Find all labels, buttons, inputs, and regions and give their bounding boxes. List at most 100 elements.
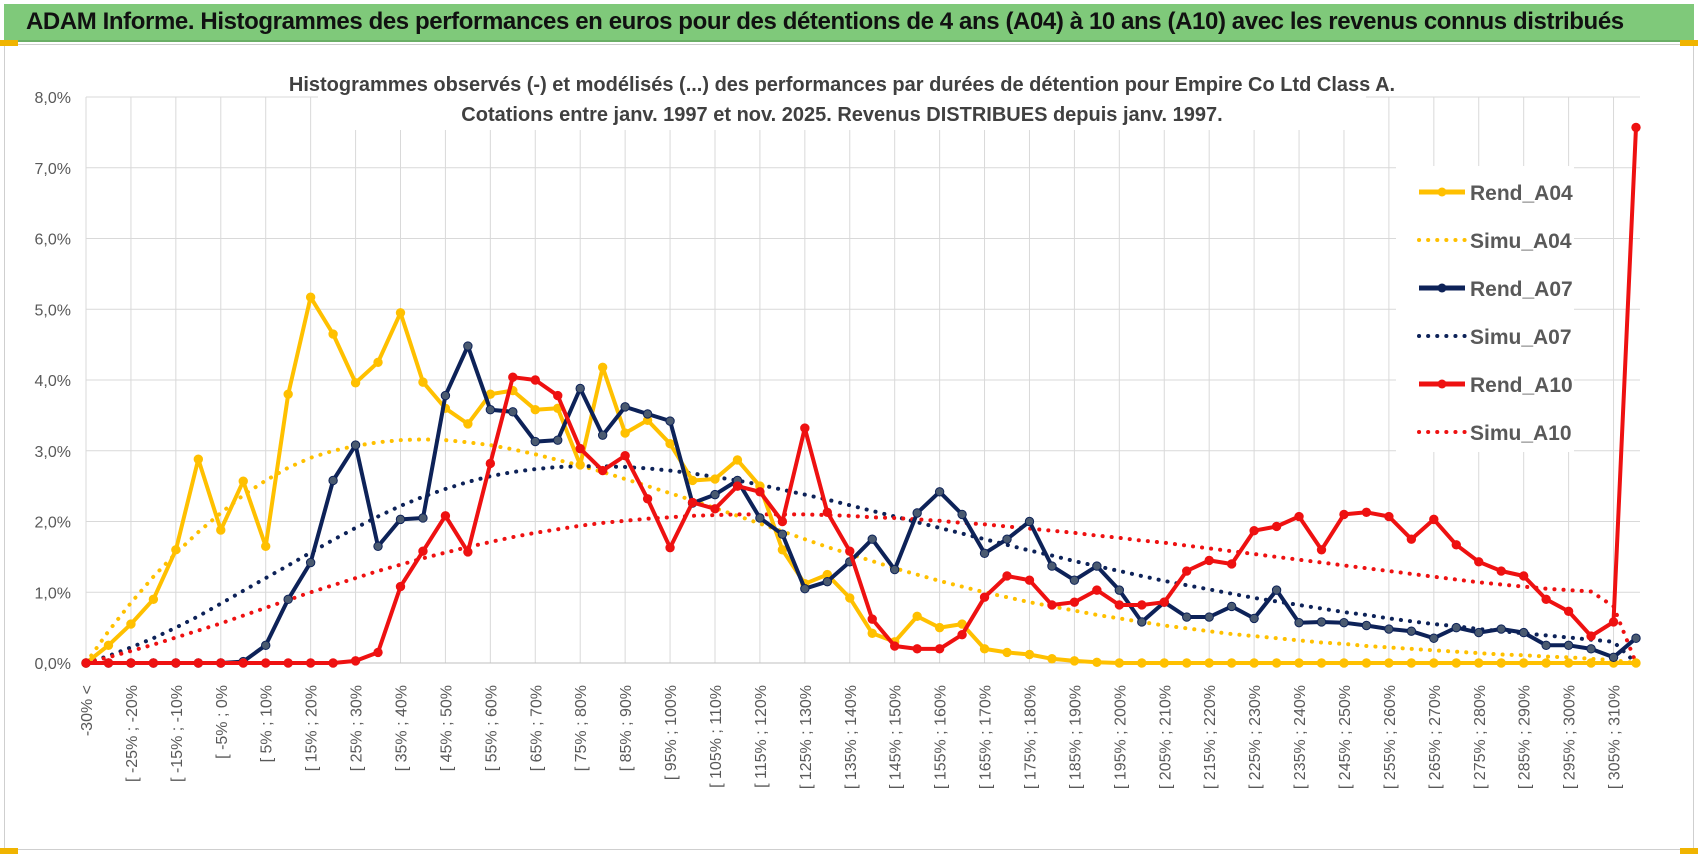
point-rend-a07 [305,557,316,568]
point-rend-a07 [597,430,608,440]
point-rend-a04 [1069,656,1080,666]
x-tick-label: [ 195% ; 200% [1112,685,1129,789]
point-rend-a10 [1429,514,1439,525]
x-tick-label: [ 25% ; 30% [349,685,366,771]
point-rend-a10 [328,658,338,668]
point-rend-a10 [1092,585,1102,595]
x-tick-label: [ 275% ; 280% [1472,685,1489,789]
x-tick-label: [ -5% ; 0% [214,685,231,759]
point-rend-a07 [485,405,496,415]
point-rend-a04 [216,525,226,535]
x-tick-label: [ 205% ; 210% [1157,685,1174,789]
x-tick-label: [ 185% ; 190% [1067,685,1084,789]
point-rend-a07 [261,640,271,651]
point-rend-a10 [1316,545,1327,555]
point-rend-a10 [1182,566,1192,576]
point-rend-a07 [665,416,675,426]
series-line-rend-a10 [86,127,1638,665]
y-tick-label: 0,0% [35,656,71,673]
point-rend-a04 [1271,658,1282,668]
point-rend-a07 [1586,644,1596,654]
point-rend-a04 [777,545,788,555]
point-rend-a10 [81,658,91,668]
point-rend-a04 [1384,658,1394,668]
x-tick-label: [ 285% ; 290% [1517,685,1534,789]
point-rend-a04 [732,455,743,465]
point-rend-a10 [1002,571,1012,581]
x-tick-label: [ 35% ; 40% [393,685,410,771]
point-rend-a04 [1226,658,1237,668]
point-rend-a04 [1631,658,1641,668]
point-rend-a07 [1069,575,1080,585]
legend-entry-rend-a07: Rend_A07 [1419,278,1573,301]
chart-title-line2: Cotations entre janv. 1997 et nov. 2025.… [461,104,1222,126]
point-rend-a04 [148,594,159,605]
point-rend-a10 [485,458,496,469]
point-rend-a10 [193,658,204,668]
x-tick-label: [ 135% ; 140% [843,685,860,789]
point-rend-a10 [216,658,226,668]
point-rend-a04 [1137,658,1147,668]
point-rend-a04 [283,389,293,399]
point-rend-a04 [1563,658,1574,668]
point-rend-a04 [126,619,136,629]
point-rend-a10 [1563,606,1574,617]
point-rend-a10 [822,507,833,518]
x-tick-label: [ 305% ; 310% [1607,685,1624,789]
point-rend-a07 [1204,612,1214,622]
x-tick-label: [ 75% ; 80% [573,685,590,771]
point-rend-a10 [575,443,585,454]
x-tick-label: [ 245% ; 250% [1337,685,1354,789]
point-rend-a07 [1316,617,1327,627]
point-rend-a10 [1271,521,1282,532]
chart-title-background [318,66,1366,130]
point-rend-a04 [1024,649,1035,660]
x-tick-label: [ 145% ; 150% [888,685,905,789]
series-line-rend-a07 [86,344,1638,665]
point-rend-a10 [350,656,361,666]
y-tick-label: 7,0% [35,161,71,178]
point-rend-a04 [1541,658,1551,668]
legend: Rend_A04 Simu_A04 Rend_A07 Simu_A07 Rend_A10… [1396,166,1574,452]
point-rend-a07 [1294,617,1304,628]
x-tick-label: [ 215% ; 220% [1202,685,1219,789]
point-rend-a10 [463,547,473,557]
point-rend-a10 [1226,559,1237,569]
point-rend-a07 [912,508,922,518]
point-rend-a10 [1249,525,1259,536]
point-rend-a04 [261,541,271,551]
legend-marker [1437,187,1447,197]
x-tick-label: [ 295% ; 300% [1562,685,1579,789]
point-rend-a10 [1608,617,1619,627]
point-rend-a07 [755,513,765,523]
point-rend-a04 [934,622,945,633]
point-rend-a10 [845,546,855,556]
point-rend-a10 [171,658,181,668]
x-tick-label: [ 125% ; 130% [798,685,815,789]
point-rend-a04 [867,628,877,638]
point-rend-a10 [1496,566,1506,576]
point-rend-a07 [530,436,540,447]
y-tick-label: 4,0% [35,373,71,390]
point-rend-a07 [1249,613,1259,624]
point-rend-a10 [440,511,451,521]
point-rend-a10 [1294,511,1304,522]
point-rend-a04 [418,377,428,387]
point-rend-a10 [642,494,653,504]
point-rend-a07 [1429,633,1439,643]
point-rend-a04 [1114,658,1125,668]
point-rend-a04 [1518,658,1529,668]
point-rend-a07 [1339,617,1349,628]
corner-accent-top-right [1680,40,1698,46]
point-rend-a04 [597,362,608,372]
point-rend-a10 [261,658,271,668]
y-tick-label: 8,0% [35,90,71,107]
point-rend-a07 [440,390,451,401]
series-line-rend-a04 [84,295,1636,665]
point-rend-a07 [1137,617,1147,627]
point-rend-a04 [1339,658,1349,668]
point-rend-a10 [1586,631,1596,641]
point-rend-a10 [283,658,293,668]
point-rend-a04 [1002,647,1012,658]
